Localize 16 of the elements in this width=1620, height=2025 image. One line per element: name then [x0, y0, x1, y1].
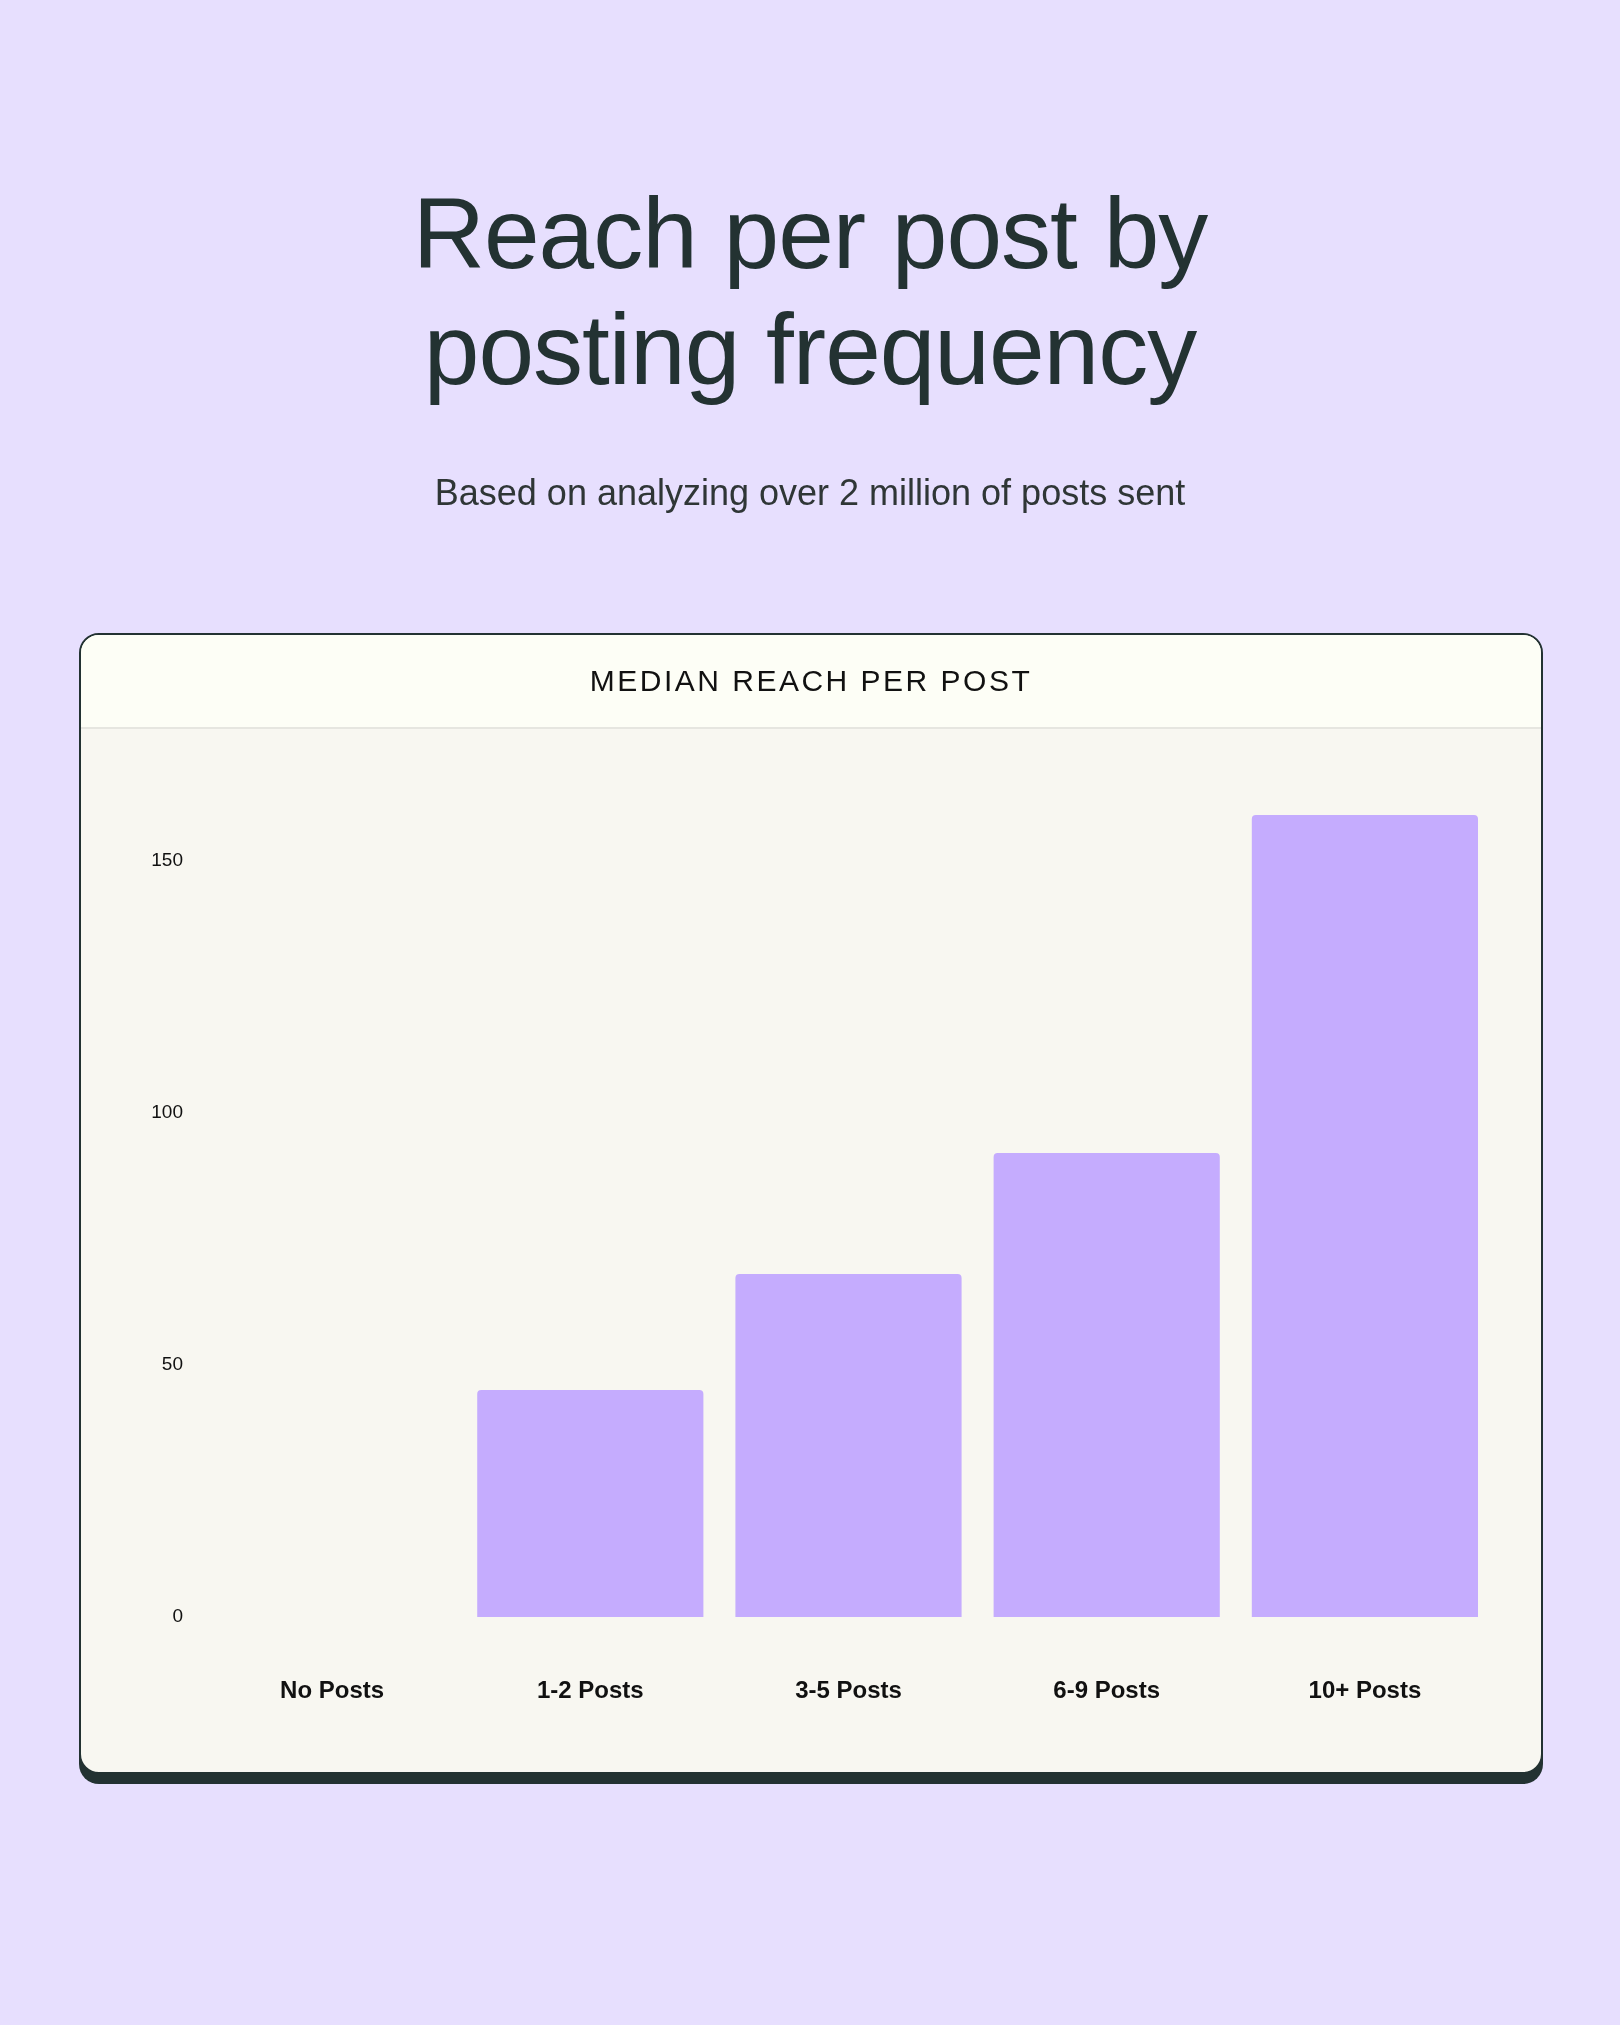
y-tick-label: 50 [161, 1353, 183, 1375]
y-tick-label: 0 [172, 1605, 183, 1627]
chart-subtitle: Based on analyzing over 2 million of posts sent [433, 471, 1187, 515]
y-tick-label: 100 [151, 1100, 183, 1122]
bar [1251, 815, 1478, 1617]
text: MEDIAN REACH PER POST [589, 664, 1033, 698]
x-tick-label: 1-2 Posts [536, 1676, 644, 1704]
x-tick-label: 10+ Posts [1308, 1676, 1422, 1704]
y-tick-label: 150 [151, 848, 183, 870]
x-tick-label: 3-5 Posts [795, 1676, 902, 1704]
chart-title: Reach per post by posting frequency [411, 176, 1209, 407]
x-tick-label: No Posts [280, 1676, 385, 1704]
bar [477, 1390, 704, 1617]
bar [993, 1152, 1220, 1617]
x-tick-label: 6-9 Posts [1053, 1676, 1161, 1704]
bar [735, 1274, 962, 1617]
